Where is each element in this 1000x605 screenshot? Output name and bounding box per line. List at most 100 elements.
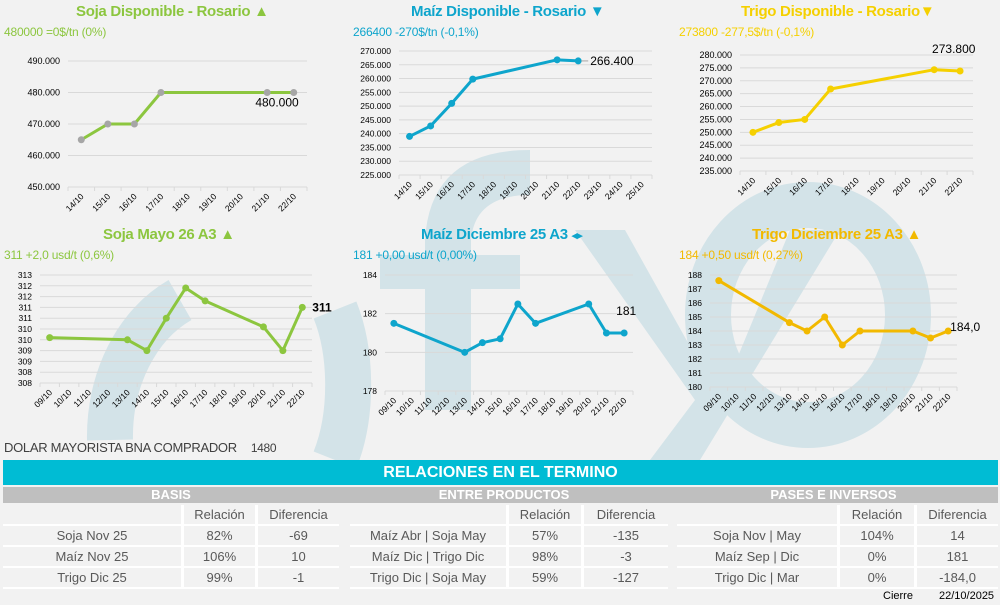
row-label: Maíz Dic | Trigo Dic <box>350 547 506 566</box>
x-tick-label: 20/10 <box>246 387 268 409</box>
data-point <box>77 136 85 144</box>
x-tick-label: 14/10 <box>392 179 414 201</box>
table-row: Maíz Nov 25 106% 10 <box>3 547 339 566</box>
header-cell <box>677 505 837 524</box>
data-point <box>803 327 811 335</box>
chart-svg: 31331231231131131031030930930830809/1010… <box>18 270 332 409</box>
row-relacion: 57% <box>509 526 581 545</box>
y-tick-label: 308 <box>18 378 32 388</box>
chart-subtitle: 480000 =0$/tn (0%) <box>4 25 107 39</box>
last-value-label: 311 <box>312 300 332 314</box>
data-point <box>827 85 835 93</box>
y-tick-label: 182 <box>688 354 702 364</box>
x-tick-label: 14/10 <box>789 391 811 413</box>
table-pases-inversos: Relación Diferencia Soja Nov | May 104% … <box>677 505 998 589</box>
x-tick-label: 15/10 <box>413 179 435 201</box>
y-tick-label: 460.000 <box>27 151 60 161</box>
x-tick-label: 21/10 <box>913 391 935 413</box>
last-value-label: 480.000 <box>255 96 299 110</box>
y-tick-label: 182 <box>363 309 377 319</box>
chart-soja-disponible: Soja Disponible - Rosario ▲ 480000 =0$/t… <box>0 0 340 225</box>
x-tick-label: 17/10 <box>187 387 209 409</box>
table-row: Maíz Sep | Dic 0% 181 <box>677 547 998 566</box>
table-header-row: Relación Diferencia <box>677 505 998 524</box>
chart-subtitle: 311 +2,0 usd/t (0,6%) <box>4 248 114 262</box>
x-tick-label: 19/10 <box>226 387 248 409</box>
x-tick-label: 19/10 <box>865 175 887 197</box>
chart-title: Soja Mayo 26 A3 ▲ <box>103 226 235 243</box>
series-line <box>752 68 961 134</box>
x-tick-label: 19/10 <box>497 179 519 201</box>
chart-svg: 280.000 275.000 270.000 265.000 260.000 255.0… <box>699 42 976 197</box>
y-tick-label: 275.000 <box>699 63 732 73</box>
x-tick-label: 15/10 <box>482 395 504 417</box>
row-relacion: 0% <box>840 547 914 566</box>
x-tick-label: 09/10 <box>701 391 723 413</box>
watermark-f-bar <box>380 255 520 289</box>
data-point <box>801 115 809 123</box>
row-label: Trigo Dic | Mar <box>677 568 837 587</box>
section-entre-productos-title: ENTRE PRODUCTOS <box>339 487 669 503</box>
row-diferencia: 14 <box>917 526 998 545</box>
watermark-o-left <box>86 280 193 441</box>
data-point <box>263 89 271 96</box>
x-tick-label: 23/10 <box>582 179 604 201</box>
x-tick-label: 15/10 <box>149 387 171 409</box>
data-point <box>821 313 829 321</box>
row-label: Trigo Dic 25 <box>3 568 181 587</box>
series-line <box>718 279 949 347</box>
data-point <box>427 122 435 130</box>
data-point <box>123 336 131 344</box>
last-value-label: 273.800 <box>932 42 976 56</box>
y-tick-label: 240.000 <box>699 153 732 163</box>
x-tick-label: 24/10 <box>603 179 625 201</box>
x-tick-label: 18/10 <box>839 175 861 197</box>
row-label: Maíz Nov 25 <box>3 547 181 566</box>
x-tick-label: 15/10 <box>90 191 112 213</box>
y-tick-label: 250.000 <box>360 101 391 111</box>
data-point <box>469 75 477 83</box>
chart-svg: 270.000 265.000 260.000 255.000 250.000 245.0… <box>360 46 653 201</box>
triangle-up-icon: ▲ <box>906 226 922 243</box>
y-tick-label: 311 <box>18 302 32 312</box>
series-line <box>393 302 625 354</box>
data-point <box>279 347 287 355</box>
y-tick-label: 187 <box>688 284 702 294</box>
triangle-up-icon: ▲ <box>254 3 269 20</box>
table-header-row: Relación Diferencia <box>350 505 668 524</box>
triangle-down-icon: ▼ <box>589 3 605 20</box>
header-cell <box>3 505 181 524</box>
y-tick-label: 480.000 <box>27 88 60 98</box>
chart-subtitle: 266400 -270$/tn (-0,1%) <box>353 25 479 39</box>
row-diferencia: -69 <box>258 526 339 545</box>
y-tick-label: 260.000 <box>699 102 732 112</box>
chart-soja-mayo: Soja Mayo 26 A3 ▲ 311 +2,0 usd/t (0,6%) … <box>0 220 340 435</box>
x-tick-label: 17/10 <box>455 179 477 201</box>
chart-title: Maíz Disponible - Rosario ▼ <box>411 3 605 20</box>
x-tick-label: 22/10 <box>606 395 628 417</box>
y-tick-label: 310 <box>18 335 32 345</box>
header-relacion: Relación <box>509 505 581 524</box>
data-point <box>927 334 935 342</box>
triangle-up-icon: ▲ <box>220 226 235 243</box>
table-row: Trigo Dic | Soja May 59% -127 <box>350 568 668 587</box>
section-pases-title: PASES E INVERSOS <box>669 487 998 503</box>
y-tick-label: 184 <box>363 270 377 280</box>
data-point <box>162 314 170 322</box>
table-row: Soja Nov 25 82% -69 <box>3 526 339 545</box>
x-tick-label: 13/10 <box>447 395 469 417</box>
x-tick-label: 20/10 <box>895 391 917 413</box>
y-tick-label: 180 <box>688 382 702 392</box>
row-relacion: 59% <box>509 568 581 587</box>
x-tick-label: 22/10 <box>561 179 583 201</box>
watermark-y <box>575 230 840 460</box>
row-label: Trigo Dic | Soja May <box>350 568 506 587</box>
x-tick-label: 13/10 <box>772 391 794 413</box>
x-tick-label: 20/10 <box>571 395 593 417</box>
x-tick-label: 11/10 <box>71 387 93 409</box>
x-tick-label: 21/10 <box>249 191 271 213</box>
relaciones-title: RELACIONES EN EL TERMINO <box>3 460 998 485</box>
triangle-down-icon: ▼ <box>919 3 935 20</box>
data-point <box>856 327 864 335</box>
x-tick-label: 14/10 <box>64 191 86 213</box>
